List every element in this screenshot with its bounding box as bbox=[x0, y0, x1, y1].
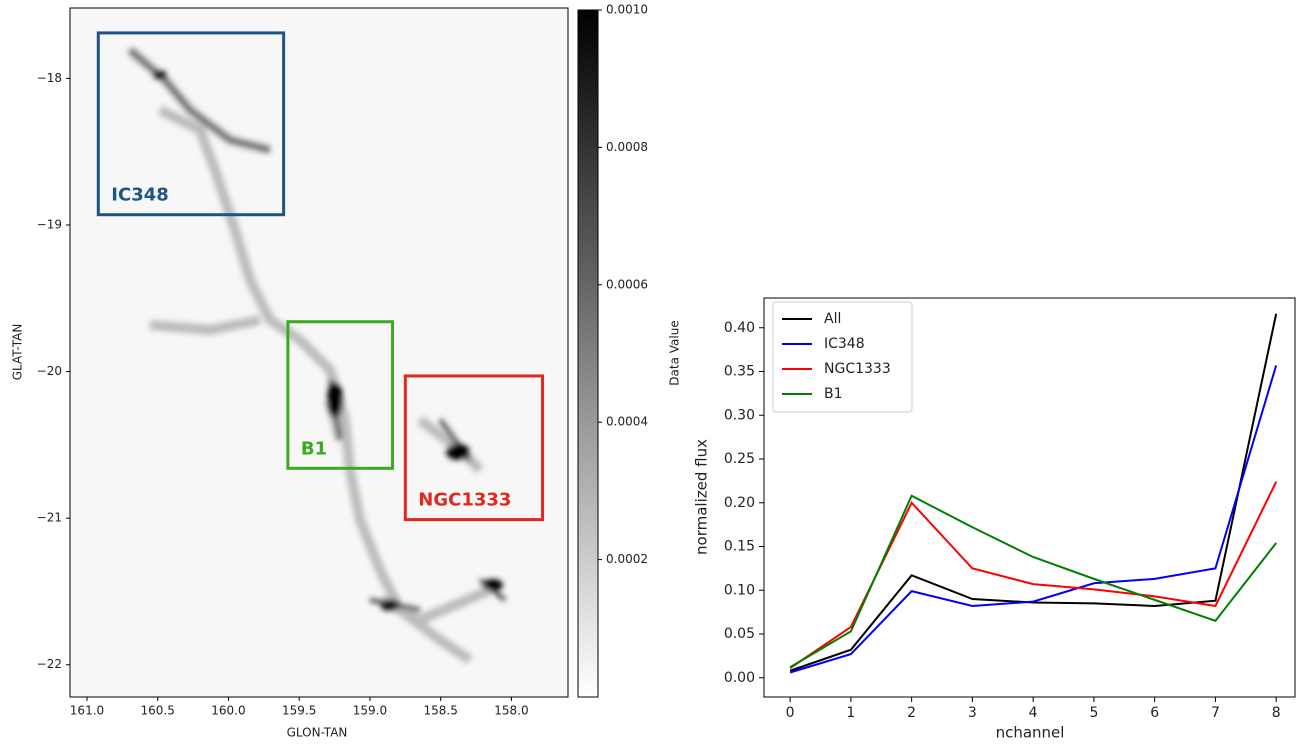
x-axis-label: GLON-TAN bbox=[287, 726, 348, 740]
x-tick-label: 5 bbox=[1089, 705, 1098, 721]
x-tick-label: 6 bbox=[1150, 705, 1159, 721]
region-label: B1 bbox=[301, 438, 327, 459]
colorbar-tick-label: 0.0010 bbox=[606, 3, 648, 17]
y-axis-label: normalized flux bbox=[693, 439, 711, 555]
y-tick-label: 0.05 bbox=[724, 626, 755, 642]
legend-label: All bbox=[824, 311, 841, 327]
region-box bbox=[286, 320, 395, 470]
legend-box bbox=[772, 301, 913, 413]
x-tick-label: 8 bbox=[1272, 705, 1281, 721]
y-tick-label: −21 bbox=[37, 511, 62, 525]
region-label: NGC1333 bbox=[418, 490, 511, 511]
y-tick-label: 0.15 bbox=[724, 539, 755, 555]
x-tick-label: 160.5 bbox=[141, 704, 175, 718]
legend-label: IC348 bbox=[824, 336, 865, 352]
y-tick-label: −18 bbox=[37, 71, 62, 85]
line-series bbox=[789, 365, 1278, 674]
y-tick-label: 0.30 bbox=[724, 407, 755, 423]
image-frame bbox=[69, 7, 569, 698]
y-tick-label: 0.35 bbox=[724, 364, 755, 380]
colorbar-label: Data Value bbox=[668, 320, 682, 385]
x-tick-label: 159.0 bbox=[353, 704, 387, 718]
x-tick-label: 7 bbox=[1211, 705, 1220, 721]
y-tick-label: −19 bbox=[37, 217, 62, 231]
x-tick-label: 159.5 bbox=[282, 704, 316, 718]
y-tick-label: 0.20 bbox=[724, 495, 755, 511]
x-tick-label: 158.0 bbox=[494, 704, 528, 718]
x-axis-label: nchannel bbox=[996, 724, 1065, 742]
x-tick-label: 4 bbox=[1029, 705, 1038, 721]
y-tick-label: 0.25 bbox=[724, 451, 755, 467]
colorbar-tick-label: 0.0006 bbox=[606, 277, 648, 291]
x-tick-label: 160.0 bbox=[211, 704, 245, 718]
colorbar-tick-label: 0.0002 bbox=[606, 552, 648, 566]
x-tick-label: 0 bbox=[786, 705, 795, 721]
region-box bbox=[403, 374, 545, 522]
region-label: IC348 bbox=[111, 185, 168, 206]
colorbar-tick-label: 0.0008 bbox=[606, 140, 648, 154]
legend-label: NGC1333 bbox=[824, 361, 891, 377]
y-tick-label: 0.40 bbox=[724, 320, 755, 336]
legend-label: B1 bbox=[824, 386, 843, 402]
y-tick-label: −22 bbox=[37, 657, 62, 671]
y-tick-label: −20 bbox=[37, 364, 62, 378]
plot-frame bbox=[763, 297, 1296, 698]
region-box bbox=[96, 31, 286, 217]
y-tick-label: 0.00 bbox=[724, 670, 755, 686]
y-axis-label: GLAT-TAN bbox=[11, 324, 25, 381]
x-tick-label: 3 bbox=[968, 705, 977, 721]
y-tick-label: 0.10 bbox=[724, 582, 755, 598]
x-tick-label: 2 bbox=[907, 705, 916, 721]
x-tick-label: 158.5 bbox=[423, 704, 457, 718]
colorbar-tick-label: 0.0004 bbox=[606, 415, 648, 429]
x-tick-label: 1 bbox=[846, 705, 855, 721]
image-texture bbox=[126, 46, 507, 665]
colorbar bbox=[577, 9, 599, 698]
x-tick-label: 161.0 bbox=[70, 704, 104, 718]
line-series bbox=[789, 494, 1277, 669]
